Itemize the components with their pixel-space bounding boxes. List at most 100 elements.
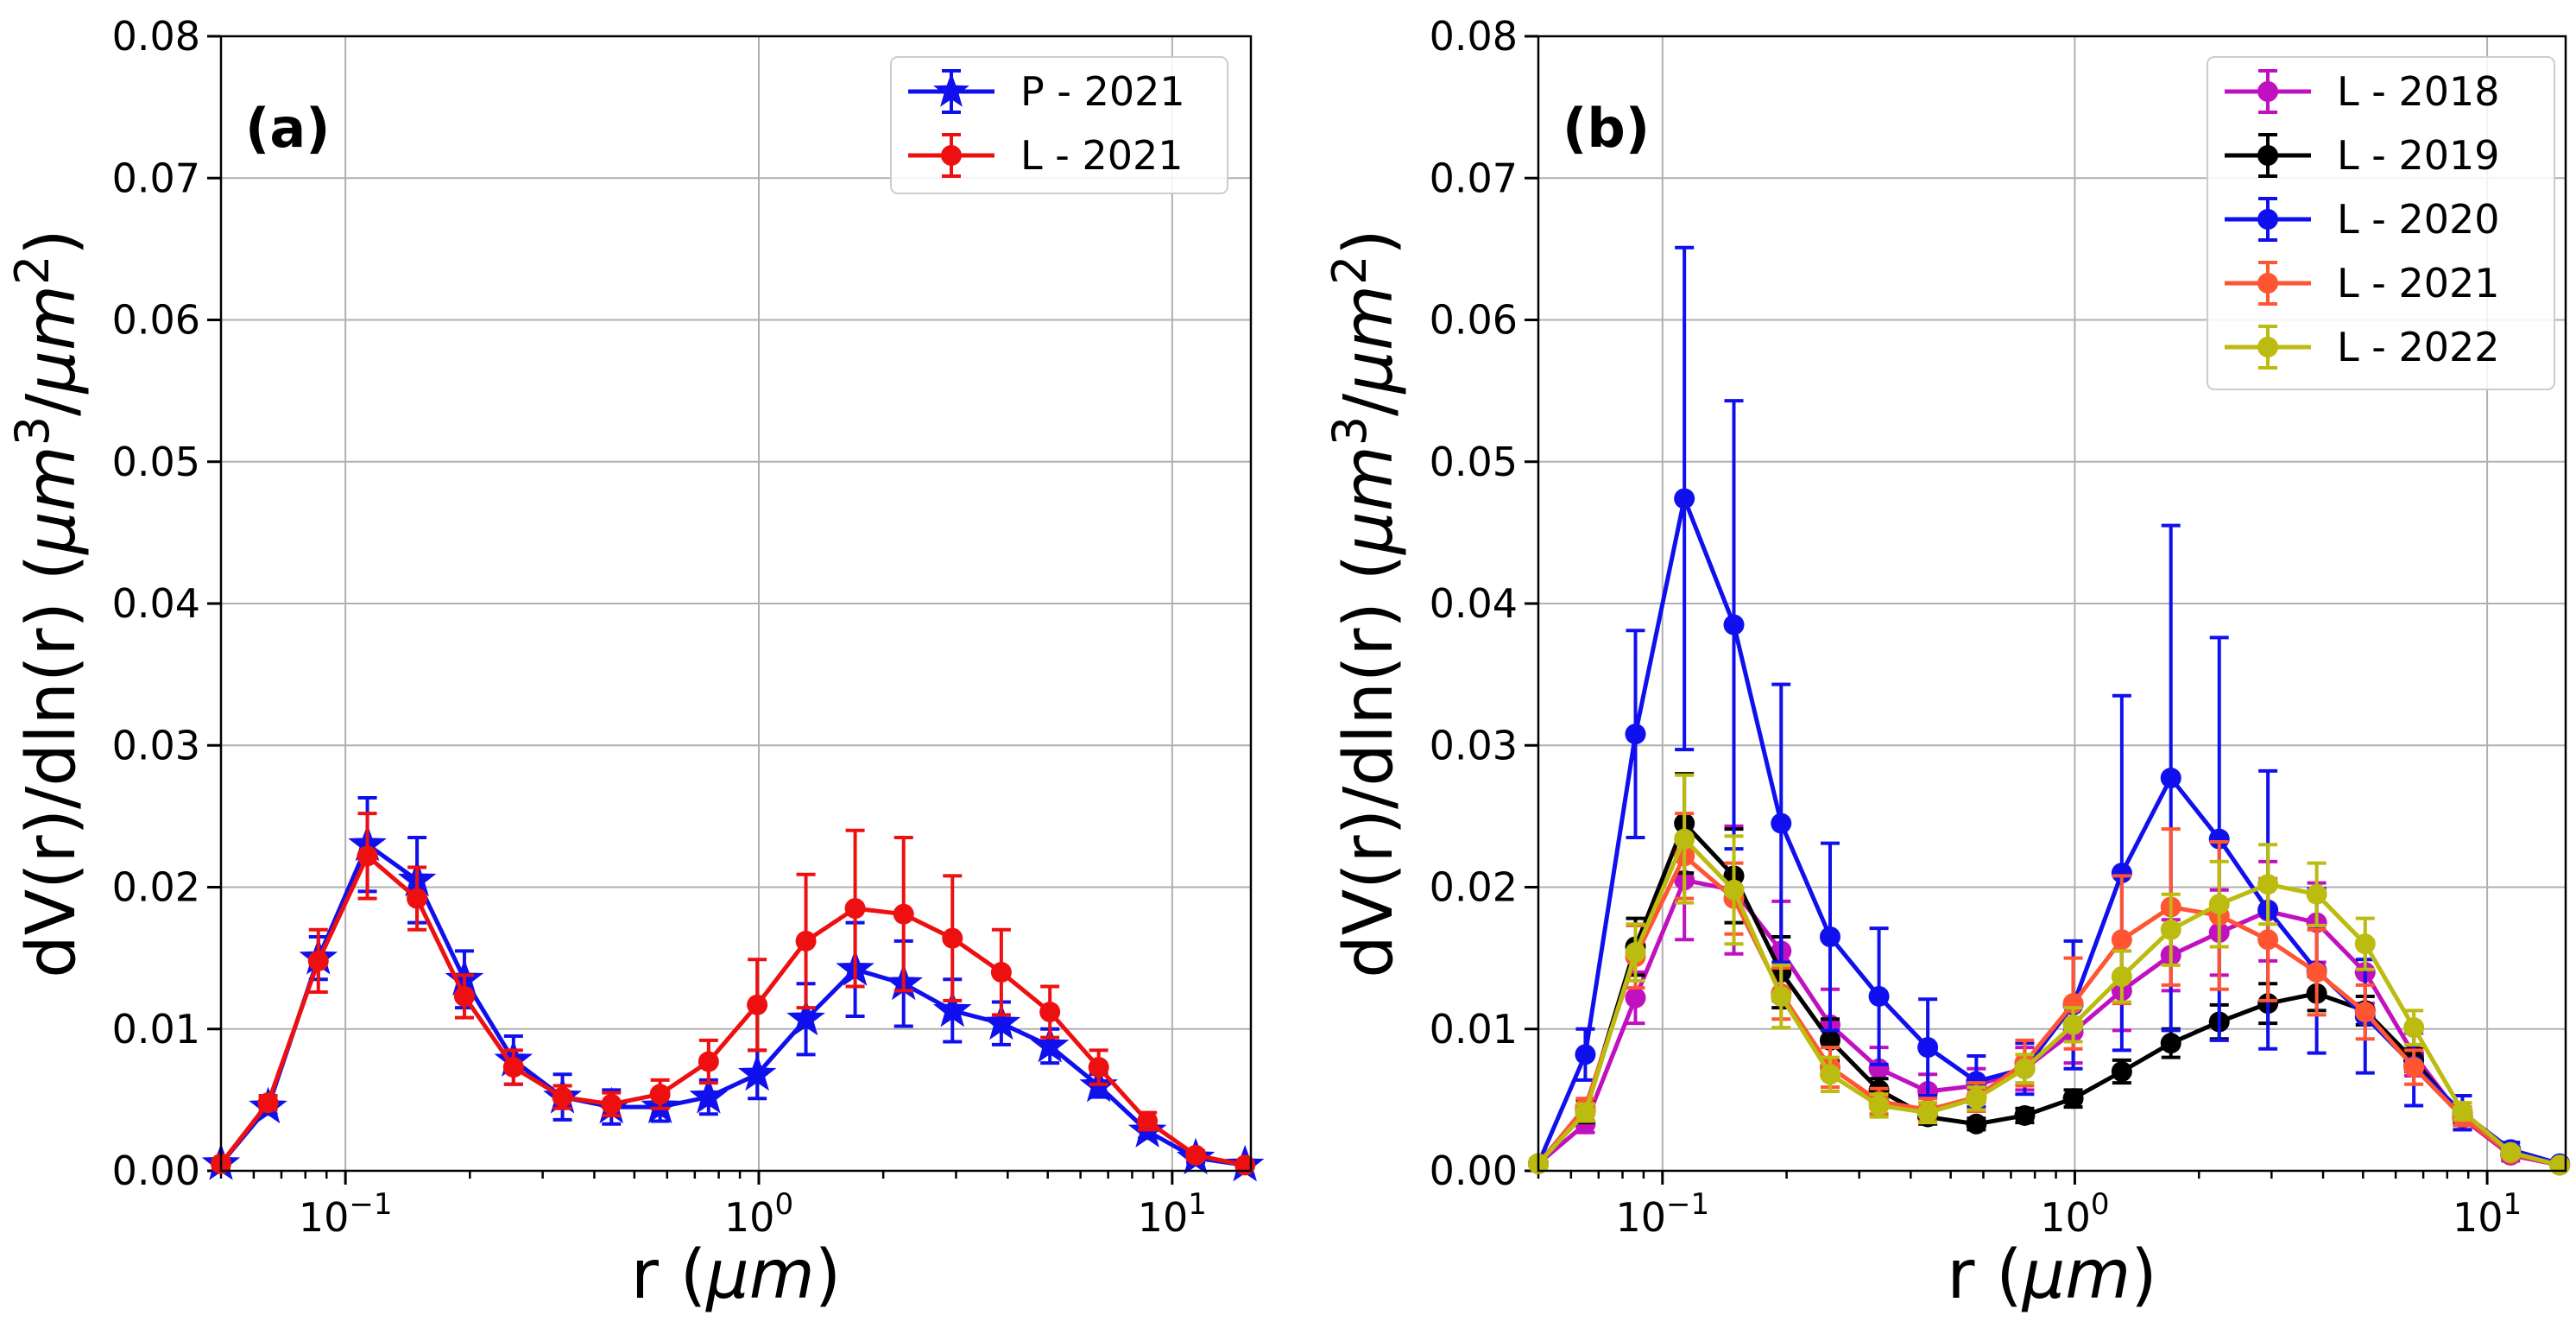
data-point (1234, 1154, 1256, 1176)
data-point (2549, 1154, 2571, 1176)
y-axis-label: dV(r)/dln(r) (μm3/μm2) (5, 229, 91, 978)
y-tick-label: 0.02 (112, 864, 200, 911)
data-point (2062, 1088, 2084, 1110)
data-point (2208, 894, 2230, 915)
series-l-2021 (211, 812, 1256, 1176)
x-tick-exponent: −1 (1666, 1187, 1709, 1222)
data-point (2111, 965, 2132, 987)
data-point (942, 927, 963, 949)
series-l-2022 (1528, 773, 2571, 1176)
data-point (1819, 1064, 1840, 1085)
y-label-unit: μm (1330, 285, 1408, 395)
panel-b: 10−1 100 1010.000.010.020.030.040.050.060.… (1323, 13, 2571, 1314)
series-group (201, 796, 1265, 1182)
axis-ticks (207, 35, 1174, 1185)
data-point (1625, 987, 1646, 1008)
data-point (2354, 933, 2376, 955)
series-group (1528, 245, 2571, 1176)
y-tick-label: 0.04 (112, 580, 200, 627)
data-point-star (689, 1077, 729, 1114)
y-label-unit: μm (13, 446, 91, 556)
x-tick-base: 10 (2040, 1194, 2091, 1241)
legend-marker (941, 145, 962, 166)
data-point (1575, 1102, 1596, 1123)
data-point (1771, 985, 1792, 1007)
data-point (2500, 1141, 2522, 1163)
x-tick-exponent: 1 (2503, 1187, 2522, 1222)
y-tick-label: 0.07 (112, 155, 200, 201)
legend-label: L - 2022 (2337, 324, 2500, 370)
series-line (219, 842, 1246, 1167)
y-label-slash: / (1330, 393, 1408, 416)
y-label-superscript: 2 (1323, 256, 1377, 285)
x-axis-label: r (μm) (631, 1236, 841, 1314)
x-tick-label: 10−1 (299, 1187, 393, 1241)
data-point (1966, 1113, 1987, 1135)
data-point (2306, 962, 2327, 983)
x-tick-base: 10 (299, 1194, 350, 1241)
legend-label: L - 2020 (2337, 196, 2500, 243)
data-point (2111, 863, 2132, 884)
data-point (2111, 929, 2132, 951)
data-point (502, 1057, 524, 1078)
y-label-unit: μm (1330, 446, 1408, 556)
panel-label: (a) (245, 97, 331, 160)
plot-frame (1537, 35, 2567, 1173)
y-label-superscript: 3 (1323, 416, 1377, 446)
legend-box (2207, 56, 2555, 390)
y-tick-label: 0.03 (1430, 722, 1518, 768)
series-line (1537, 837, 2560, 1167)
data-point (2306, 883, 2327, 905)
panel-a: 10−1 100 1010.000.010.020.030.040.050.060.… (5, 13, 1265, 1314)
y-tick-label: 0.00 (112, 1147, 200, 1194)
data-point (2257, 929, 2279, 951)
x-tick-base: 10 (1138, 1194, 1189, 1241)
legend-marker (2257, 145, 2278, 166)
data-point (2062, 1014, 2084, 1035)
data-point-star (737, 1053, 777, 1091)
legend-marker (2257, 81, 2278, 102)
data-point (1819, 1029, 1840, 1051)
data-point (1868, 985, 1890, 1007)
data-point (257, 1092, 279, 1114)
data-point (990, 962, 1012, 983)
data-point (2160, 768, 2181, 789)
x-tick-label: 100 (724, 1187, 793, 1241)
data-point (844, 898, 866, 920)
x-axis-label: r (μm) (1947, 1236, 2156, 1314)
x-label-text: r ( (631, 1236, 706, 1314)
data-point-star (1030, 1026, 1070, 1063)
data-point-star (786, 998, 825, 1036)
x-tick-exponent: −1 (349, 1187, 392, 1222)
data-point (1625, 942, 1646, 964)
x-label-unit: μm (2021, 1236, 2131, 1314)
legend-marker (2257, 337, 2278, 357)
data-point (1723, 614, 1745, 635)
y-tick-label: 0.08 (112, 13, 200, 60)
data-point (1575, 1044, 1596, 1065)
legend-marker-star (933, 73, 969, 107)
legend-label: P - 2021 (1020, 68, 1185, 115)
y-tick-label: 0.04 (1430, 580, 1518, 627)
y-tick-label: 0.06 (112, 297, 200, 344)
data-point (1966, 1088, 1987, 1110)
y-label-text: dV(r)/dln(r) ( (13, 554, 91, 978)
data-point (2014, 1104, 2036, 1126)
y-tick-label: 0.05 (112, 439, 200, 485)
data-point (1819, 926, 1840, 947)
legend-label: L - 2019 (2337, 132, 2500, 179)
data-point (2257, 874, 2279, 895)
data-point (649, 1084, 671, 1105)
data-point (552, 1086, 573, 1108)
data-point (1723, 879, 1745, 901)
x-label-close: ) (815, 1236, 841, 1314)
y-tick-label: 0.03 (112, 722, 200, 768)
data-point (407, 888, 428, 909)
y-tick-label: 0.06 (1430, 297, 1518, 344)
data-point (453, 985, 475, 1007)
x-label-text: r ( (1947, 1236, 2022, 1314)
x-tick-label: 10−1 (1615, 1187, 1709, 1241)
data-point (2403, 1057, 2425, 1078)
x-tick-base: 10 (2453, 1194, 2503, 1241)
